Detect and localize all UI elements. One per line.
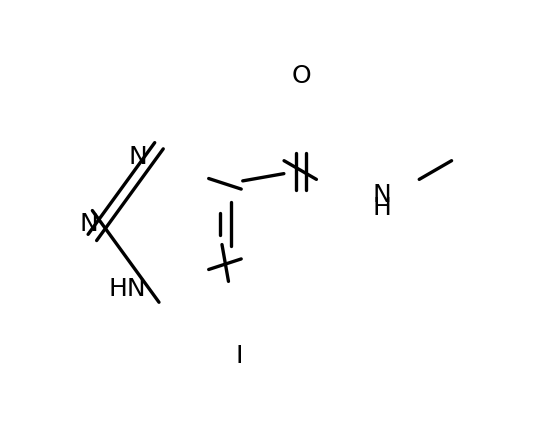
- Text: H: H: [372, 196, 391, 220]
- Text: N: N: [80, 212, 98, 236]
- Text: O: O: [291, 65, 311, 88]
- Text: I: I: [235, 344, 242, 368]
- Text: N: N: [372, 183, 391, 207]
- Text: N: N: [128, 145, 147, 169]
- Text: HN: HN: [108, 277, 146, 301]
